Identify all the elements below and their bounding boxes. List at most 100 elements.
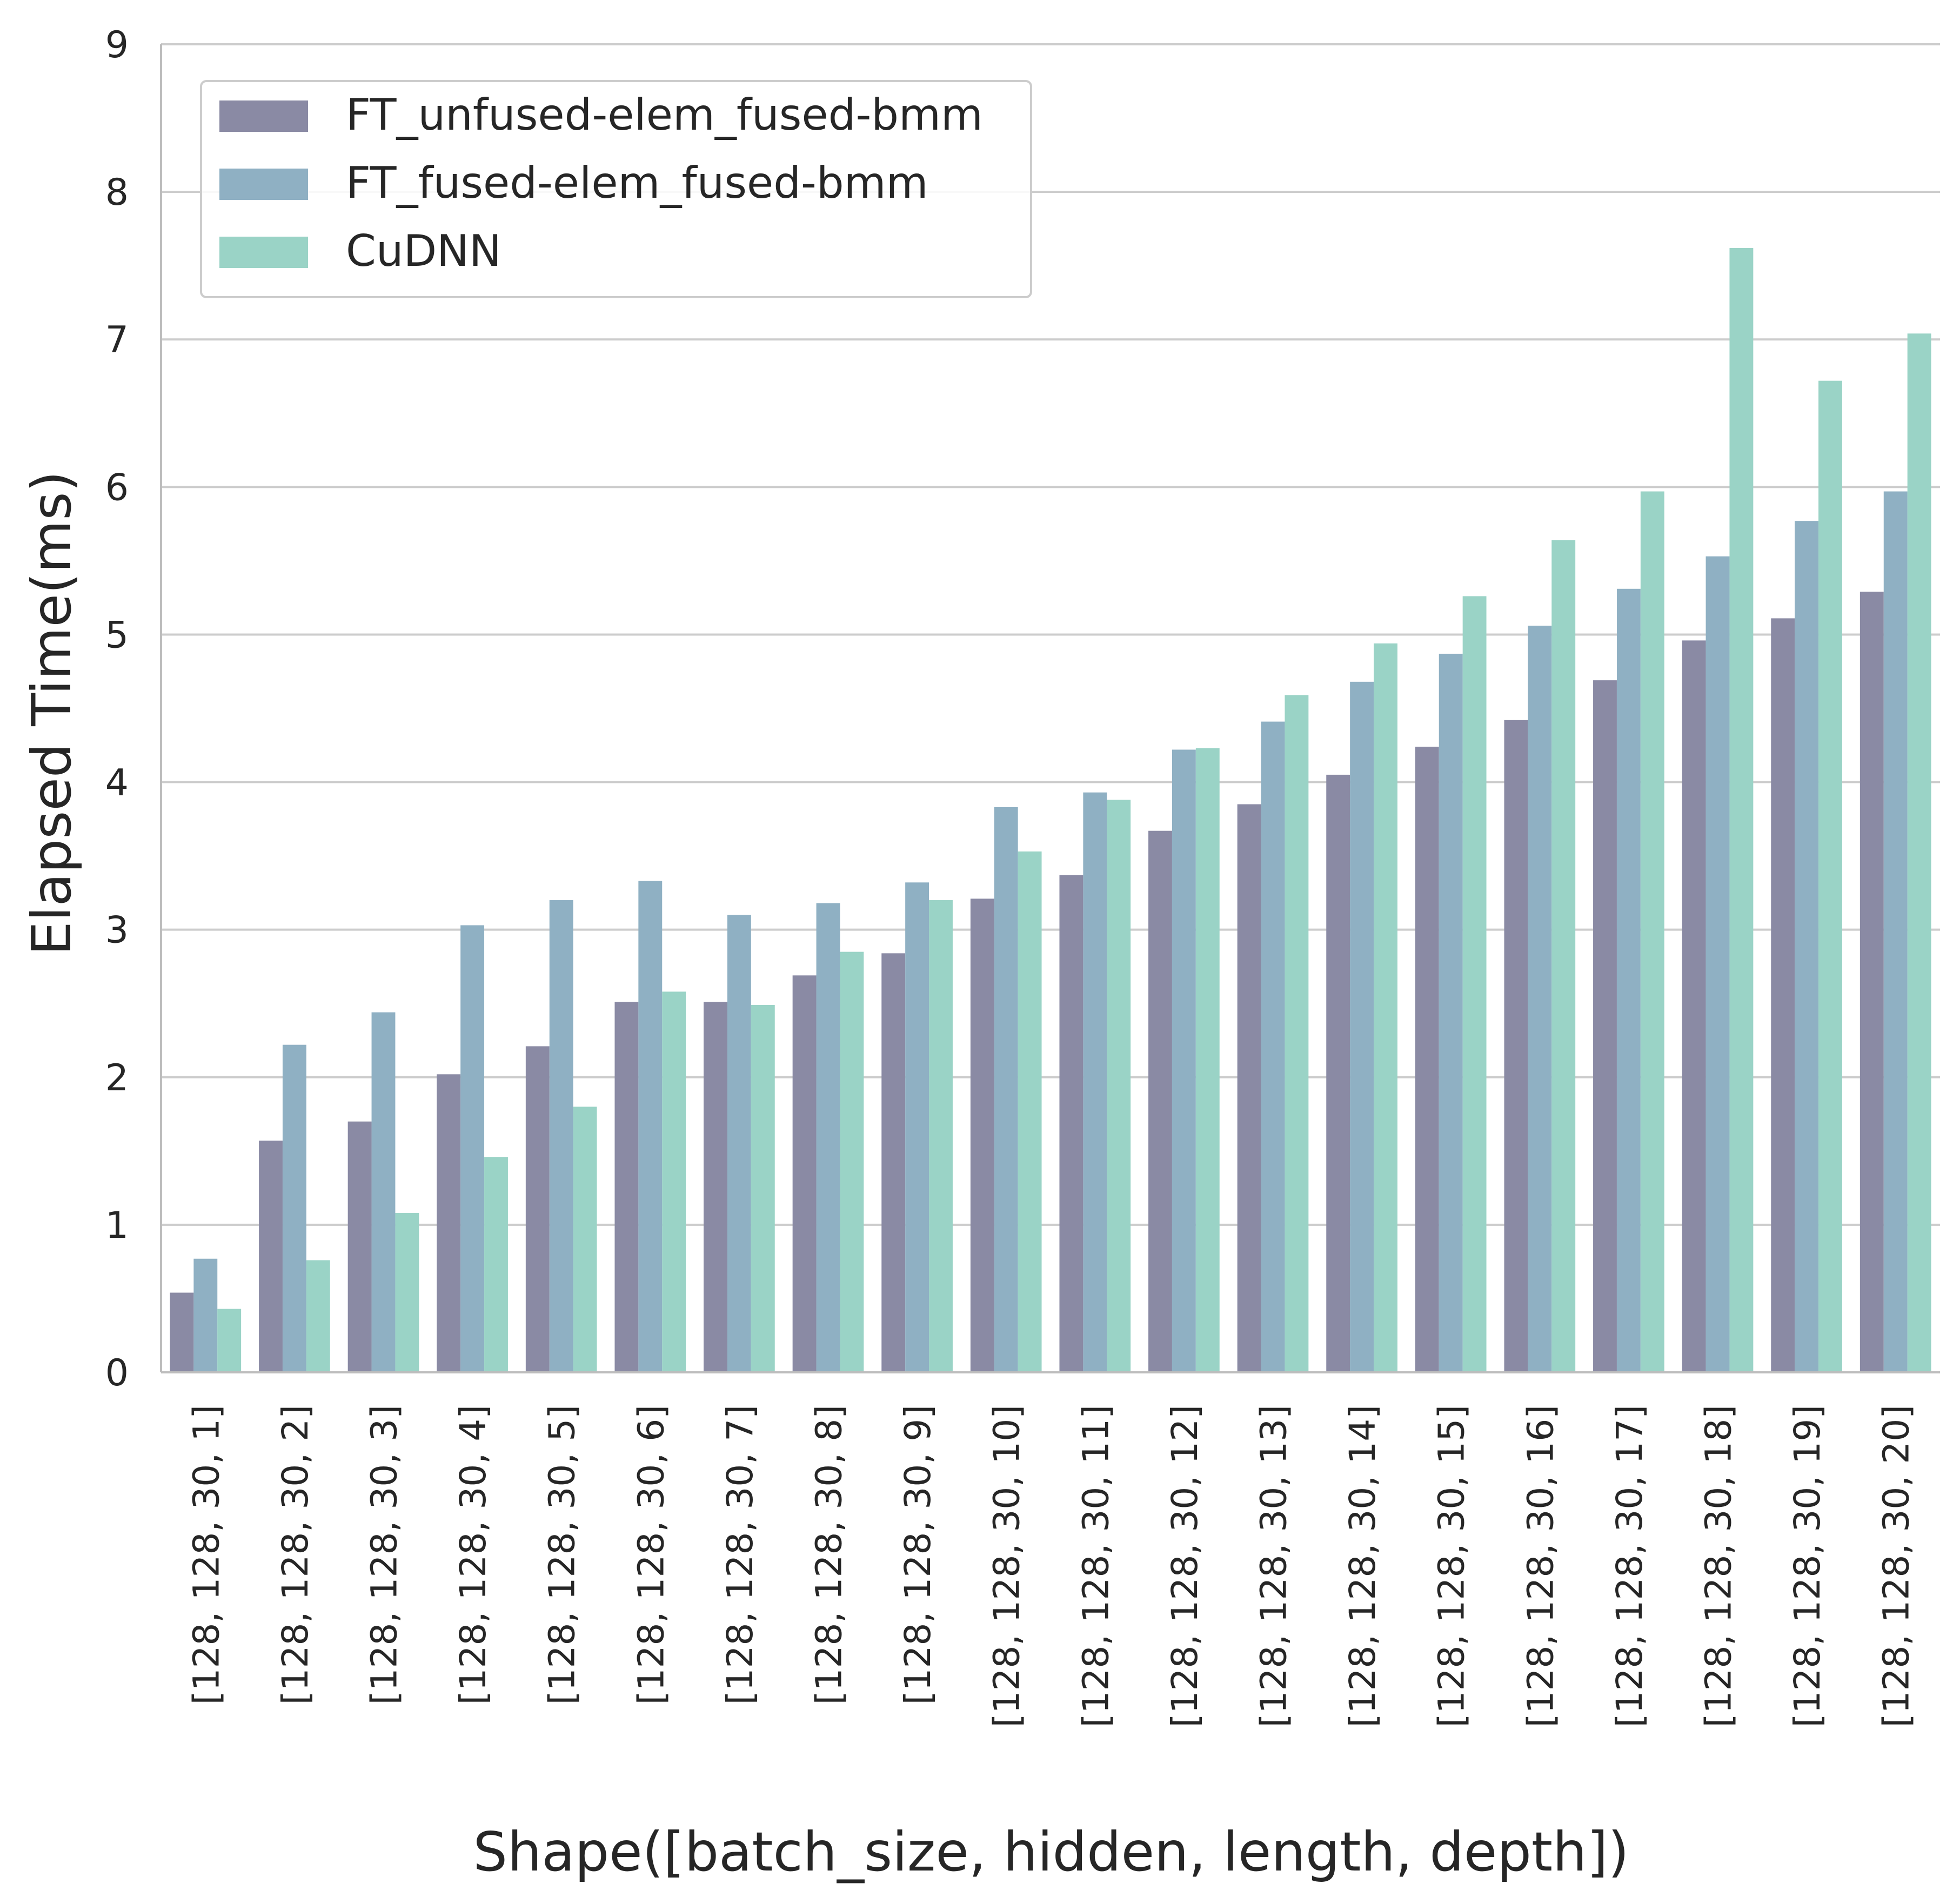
bar <box>751 1004 775 1372</box>
bar <box>437 1074 461 1372</box>
bar <box>1172 749 1196 1372</box>
bar <box>816 903 840 1372</box>
x-tick-label: [128, 128, 30, 5] <box>541 1405 583 1705</box>
bar <box>282 1044 306 1372</box>
bar <box>1729 247 1754 1373</box>
bar <box>1504 720 1528 1372</box>
x-tick-label: [128, 128, 30, 6] <box>630 1405 672 1705</box>
bar <box>1616 588 1641 1372</box>
x-tick-label: [128, 128, 30, 8] <box>808 1405 850 1705</box>
x-tick-label: [128, 128, 30, 2] <box>275 1405 316 1705</box>
y-tick-label: 9 <box>105 24 129 66</box>
bar <box>371 1012 396 1372</box>
y-tick-label: 7 <box>105 319 129 361</box>
bar <box>1795 521 1819 1372</box>
bar <box>905 882 929 1372</box>
bar <box>193 1258 218 1372</box>
bar <box>792 975 817 1372</box>
bar <box>217 1309 242 1372</box>
bar <box>1195 748 1220 1372</box>
bar <box>970 899 994 1372</box>
bar <box>1059 875 1083 1372</box>
y-tick-label: 8 <box>105 171 129 214</box>
bar <box>1705 556 1730 1372</box>
bar <box>1261 721 1285 1372</box>
bar <box>1818 380 1842 1372</box>
bar <box>704 1002 727 1372</box>
bar <box>662 991 686 1372</box>
bar <box>1907 333 1931 1372</box>
x-tick-label: [128, 128, 30, 7] <box>719 1405 761 1705</box>
bar <box>1883 491 1908 1373</box>
legend-label: CuDNN <box>346 226 501 276</box>
y-tick-label: 3 <box>105 909 129 952</box>
bar <box>727 915 751 1372</box>
y-tick-label: 1 <box>105 1204 129 1247</box>
y-axis-title: Elapsed Time(ms) <box>20 471 83 956</box>
x-tick-label: [128, 128, 30, 15] <box>1431 1405 1473 1727</box>
y-tick-label: 0 <box>105 1352 129 1395</box>
bar <box>1237 804 1261 1372</box>
x-tick-label: [128, 128, 30, 13] <box>1253 1405 1295 1727</box>
bar <box>1640 491 1664 1373</box>
bar <box>347 1121 372 1372</box>
bar <box>525 1046 550 1372</box>
bar <box>1551 540 1576 1372</box>
x-tick-label: [128, 128, 30, 3] <box>364 1405 405 1705</box>
x-axis-title: Shape([batch_size, hidden, length, depth… <box>473 1820 1629 1883</box>
x-tick-label: [128, 128, 30, 16] <box>1520 1405 1561 1727</box>
bar <box>1350 681 1374 1372</box>
bar <box>1439 653 1463 1372</box>
bar <box>1462 596 1487 1372</box>
bar <box>1326 774 1350 1372</box>
bar <box>259 1141 283 1372</box>
x-tick-label: [128, 128, 30, 18] <box>1698 1405 1740 1727</box>
bar <box>929 900 953 1372</box>
y-tick-labels: 0 1 2 3 4 5 6 7 8 9 <box>105 24 129 1395</box>
x-tick-label: [128, 128, 30, 10] <box>986 1405 1028 1727</box>
x-tick-label: [128, 128, 30, 17] <box>1609 1405 1650 1727</box>
axis-layer <box>160 44 1940 1373</box>
bar <box>1374 643 1397 1372</box>
bar <box>614 1002 639 1372</box>
bar <box>395 1213 419 1372</box>
bar-layer <box>170 247 1931 1373</box>
x-tick-label: [128, 128, 30, 9] <box>897 1405 939 1705</box>
bar <box>1018 851 1042 1372</box>
bar <box>1682 640 1706 1372</box>
legend-label: FT_fused-elem_fused-bmm <box>346 158 928 208</box>
y-tick-label: 5 <box>105 614 129 656</box>
x-tick-label: [128, 128, 30, 14] <box>1342 1405 1383 1727</box>
bar <box>549 900 573 1372</box>
bar <box>638 881 663 1372</box>
x-tick-label: [128, 128, 30, 12] <box>1164 1405 1206 1727</box>
bar <box>1593 680 1617 1372</box>
bar <box>460 925 485 1372</box>
x-tick-label: [128, 128, 30, 19] <box>1787 1405 1828 1727</box>
legend-swatch <box>219 237 308 268</box>
bar <box>170 1292 194 1372</box>
bar <box>1528 626 1552 1372</box>
bar <box>306 1260 330 1372</box>
bar <box>573 1107 597 1372</box>
bar <box>1415 747 1439 1372</box>
x-tick-label: [128, 128, 30, 1] <box>185 1405 227 1705</box>
legend: FT_unfused-elem_fused-bmm FT_fused-elem_f… <box>200 80 1032 298</box>
y-tick-label: 4 <box>105 762 129 804</box>
y-tick-label: 2 <box>105 1057 129 1100</box>
bar <box>484 1157 508 1372</box>
x-tick-labels: [128, 128, 30, 1] [128, 128, 30, 2] [128, … <box>185 1405 1917 1727</box>
legend-frame <box>200 80 1032 298</box>
legend-swatch <box>219 100 308 132</box>
x-tick-label: [128, 128, 30, 20] <box>1876 1405 1917 1727</box>
bar <box>1860 592 1884 1372</box>
x-tick-label: [128, 128, 30, 11] <box>1075 1405 1116 1727</box>
legend-swatch <box>219 169 308 200</box>
y-tick-label: 6 <box>105 466 129 509</box>
bar <box>840 951 864 1372</box>
bar <box>1148 830 1172 1372</box>
bar <box>1771 618 1795 1372</box>
bar <box>1285 695 1309 1372</box>
